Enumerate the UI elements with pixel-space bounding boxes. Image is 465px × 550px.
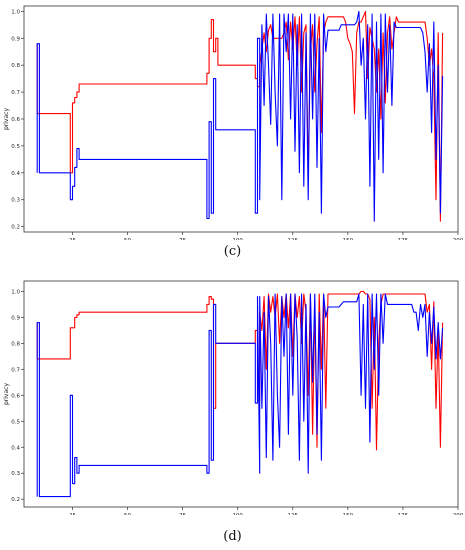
x-tick-label: 25 [69, 238, 76, 240]
series-line-red [36, 10, 444, 222]
x-tick-label: 75 [179, 513, 186, 515]
panel-d: 25 50 75 100 125 150 175 200 0.2 0.3 0.4 0.5 0.6 0.7 0… [0, 275, 465, 550]
y-tick-label: 0.5 [11, 144, 20, 150]
chart-c: 25 50 75 100 125 150 175 200 0.2 0.3 0.4 0.5 0.6 0.7 0… [3, 5, 464, 240]
x-tick-label: 50 [124, 513, 131, 515]
y-tick-label: 0.2 [11, 225, 20, 231]
x-tick-label: 125 [288, 238, 299, 240]
x-tick-label: 200 [453, 238, 464, 240]
y-tick-label: 0.4 [11, 171, 20, 177]
x-tick-label: 100 [232, 238, 243, 240]
chart-d: 25 50 75 100 125 150 175 200 0.2 0.3 0.4 0.5 0.6 0.7 0… [3, 280, 464, 515]
y-tick-label: 0.8 [11, 341, 20, 347]
x-tick-label: 150 [343, 238, 354, 240]
panel-label: (d) [223, 529, 242, 544]
y-tick-label: 1.0 [11, 9, 20, 15]
y-axis-label: privacy [3, 108, 10, 130]
y-tick-label: 0.7 [11, 90, 20, 96]
y-tick-label: 0.4 [11, 445, 20, 451]
series-line-blue [36, 10, 444, 222]
y-tick-label: 0.6 [11, 117, 20, 123]
panel-c: 25 50 75 100 125 150 175 200 0.2 0.3 0.4 0.5 0.6 0.7 0… [3, 5, 464, 259]
series-group [36, 10, 444, 222]
series-group [36, 290, 444, 498]
y-tick-label: 0.2 [11, 497, 20, 503]
y-tick-label: 0.3 [11, 198, 20, 204]
y-tick-label: 0.9 [11, 315, 20, 321]
y-tick-label: 0.9 [11, 36, 20, 42]
y-axis-label: privacy [3, 383, 10, 405]
series-line-blue [36, 293, 444, 498]
y-tick-label: 0.5 [11, 419, 20, 425]
x-tick-label: 125 [288, 513, 299, 515]
x-tick-label: 175 [398, 513, 409, 515]
y-tick-label: 0.8 [11, 63, 20, 69]
y-tick-label: 1.0 [11, 289, 20, 295]
x-tick-label: 75 [179, 238, 186, 240]
x-tick-label: 150 [343, 513, 354, 515]
x-tick-label: 200 [453, 513, 464, 515]
plot-frame [23, 280, 459, 508]
x-tick-label: 175 [398, 238, 409, 240]
panel-label: (c) [223, 244, 242, 259]
x-tick-label: 50 [124, 238, 131, 240]
series-line-red [36, 290, 444, 451]
y-tick-label: 0.6 [11, 393, 20, 399]
x-tick-label: 25 [69, 513, 76, 515]
x-tick-label: 100 [232, 513, 243, 515]
y-tick-label: 0.7 [11, 367, 20, 373]
y-tick-label: 0.3 [11, 471, 20, 477]
